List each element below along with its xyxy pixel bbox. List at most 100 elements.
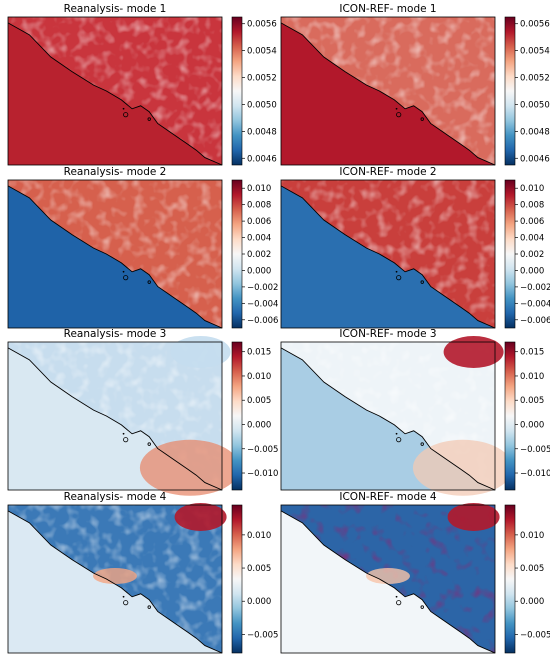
colorbar-tick-label: 0.004 [247,234,271,244]
colorbar-tick-label: 0.0046 [520,154,550,164]
coastline [7,22,223,166]
coastline [7,510,223,654]
colorbar-tick-label: 0.010 [247,531,271,541]
colorbar-tick-label: 0.004 [520,234,544,244]
colorbar-tick-label: 0.005 [247,396,271,406]
panel-icon-ref-mode-3: ICON-REF- mode 3 −0.010 −0.005 0.000 0.005 0.… [280,328,550,496]
coastline [280,185,496,329]
colorbar-gradient [504,16,516,166]
map-frame [7,16,223,166]
colorbar-tick-label: 0.0046 [247,154,277,164]
island-marker [122,432,125,435]
colorbar-tick-label: 0.0048 [520,127,550,137]
colorbar-tick-label: −0.005 [247,630,278,640]
colorbar-tick-label: 0.010 [520,184,544,194]
colorbar-tick-label: −0.006 [247,316,278,326]
colorbar-tick-label: 0.005 [520,564,544,574]
panel-reanalysis-mode-2: Reanalysis- mode 2 −0.006 −0.004 −0.002 0.00… [7,166,278,329]
panel-title: Reanalysis- mode 2 [64,166,167,178]
colorbar-tick-label: 0.015 [247,348,271,358]
island-marker [122,595,125,598]
sea-field [281,347,495,490]
island-marker [123,275,129,281]
island-marker [396,275,402,281]
colorbar: −0.005 0.000 0.005 0.010 [231,504,278,654]
heatmap-field [280,336,513,496]
colorbar-tick-label: 0.000 [520,420,544,430]
heatmap-field [7,336,240,496]
map-frame [280,16,496,166]
island-marker [420,117,424,121]
colorbar-tick-label: 0.0050 [520,100,550,110]
panel-title: ICON-REF- mode 2 [339,166,436,178]
colorbar-tick-label: 0.0054 [520,47,550,57]
island-marker [123,112,129,118]
colorbar-gradient [504,341,516,491]
colorbar-tick-label: 0.0048 [247,127,277,137]
map-frame [280,179,496,329]
island-marker [420,605,424,609]
colorbar-tick-label: 0.002 [247,250,271,260]
panel-title: Reanalysis- mode 3 [64,328,167,340]
panel-title: ICON-REF- mode 3 [339,328,436,340]
colorbar: 0.0046 0.0048 0.0050 0.0052 0.0054 0.0056 [504,16,550,166]
colorbar-tick-label: −0.002 [520,283,550,293]
heatmap-field [7,17,223,166]
colorbar-gradient [231,504,243,654]
colorbar-tick-label: 0.015 [520,348,544,358]
colorbar-tick-label: 0.010 [247,372,271,382]
colorbar-tick-label: −0.005 [520,630,550,640]
colorbar-tick-label: 0.008 [520,201,544,211]
colorbar: −0.010 −0.005 0.000 0.005 0.010 0.015 [504,341,550,491]
colorbar-tick-label: 0.010 [247,184,271,194]
island-marker [147,280,151,284]
anomaly-blob [174,503,227,531]
colorbar-tick-label: 0.008 [247,201,271,211]
map-frame [7,341,223,491]
sea-field [8,510,222,653]
colorbar-tick-label: 0.0050 [247,100,277,110]
panel-title: ICON-REF- mode 4 [339,491,437,503]
colorbar: −0.006 −0.004 −0.002 0.000 0.002 0.004 0.006 0.… [504,179,550,329]
colorbar-tick-label: 0.005 [520,396,544,406]
island-marker [396,437,402,443]
island-marker [147,605,151,609]
island-marker [395,595,398,598]
anomaly-blob [366,568,410,585]
colorbar-tick-label: 0.000 [520,597,544,607]
island-marker [122,270,125,273]
colorbar-tick-label: 0.010 [520,531,544,541]
colorbar: −0.010 −0.005 0.000 0.005 0.010 0.015 [231,341,278,491]
island-marker [395,107,398,110]
colorbar-tick-label: 0.006 [520,217,544,227]
colorbar-tick-label: −0.002 [247,283,278,293]
island-marker [396,600,402,606]
colorbar-tick-label: 0.010 [520,372,544,382]
colorbar-tick-label: 0.0056 [520,20,550,30]
colorbar-gradient [231,341,243,491]
sea-field [281,22,495,166]
sea-field [8,347,222,490]
colorbar-tick-label: 0.000 [247,420,271,430]
colorbar-tick-label: 0.0056 [247,20,277,30]
colorbar-tick-label: 0.000 [247,597,271,607]
colorbar-tick-label: 0.002 [520,250,544,260]
colorbar: −0.005 0.000 0.005 0.010 [504,504,550,654]
island-marker [147,442,151,446]
colorbar-tick-label: 0.000 [520,266,544,276]
island-marker [420,442,424,446]
heatmap-field [7,503,227,654]
panel-icon-ref-mode-1: ICON-REF- mode 1 0.0046 0.0048 0.0050 0.0052… [280,3,550,166]
island-marker [123,437,129,443]
colorbar-tick-label: −0.005 [247,445,278,455]
heatmap-field [280,17,496,166]
colorbar-tick-label: 0.0052 [520,74,550,84]
panel-reanalysis-mode-4: Reanalysis- mode 4 −0.005 0.000 0.005 0.010 [7,491,278,654]
heatmap-field [7,180,223,329]
colorbar-tick-label: −0.004 [520,299,550,309]
anomaly-blob [170,336,231,368]
colorbar-tick-label: 0.000 [247,266,271,276]
panel-title: Reanalysis- mode 4 [64,491,167,503]
colorbar-tick-label: −0.010 [520,469,550,479]
